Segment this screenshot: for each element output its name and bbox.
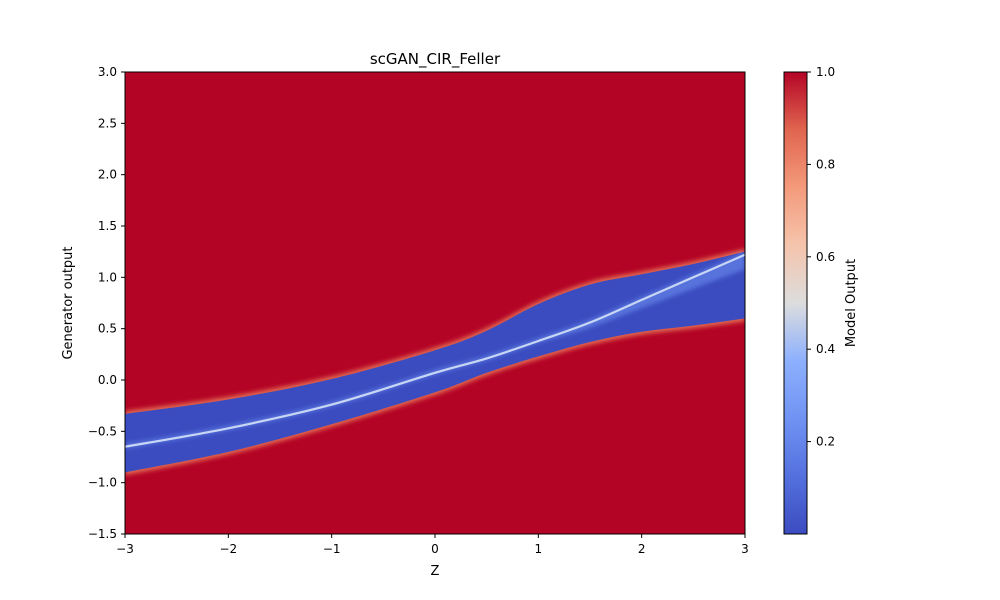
colorbar-tick-label: 0.6 <box>816 250 835 264</box>
x-tick-label: −3 <box>116 542 134 556</box>
y-tick-label: −1.0 <box>88 476 117 490</box>
colorbar-tick-label: 0.2 <box>816 435 835 449</box>
colorbar-tick-label: 0.4 <box>816 342 835 356</box>
y-tick-label: −0.5 <box>88 424 117 438</box>
x-tick-label: 3 <box>741 542 749 556</box>
y-tick-label: 1.0 <box>98 270 117 284</box>
chart-title: scGAN_CIR_Feller <box>370 50 501 69</box>
x-tick-label: −2 <box>219 542 237 556</box>
x-tick-label: 0 <box>431 542 439 556</box>
band-inner-line <box>125 253 745 448</box>
y-axis: −1.5 −1.0 −0.5 0.0 0.5 1.0 1.5 2.0 2.5 3.0 <box>88 65 125 541</box>
colorbar-ticks: 0.2 0.4 0.6 0.8 1.0 <box>807 65 835 449</box>
x-tick-label: −1 <box>323 542 341 556</box>
y-tick-label: 2.5 <box>98 116 117 130</box>
y-tick-label: 3.0 <box>98 65 117 79</box>
colorbar: 0.2 0.4 0.6 0.8 1.0 Model Output <box>783 65 859 535</box>
x-tick-label: 2 <box>638 542 646 556</box>
y-tick-label: −1.5 <box>88 527 117 541</box>
y-tick-label: 0.0 <box>98 373 117 387</box>
plot-area <box>125 72 745 534</box>
colorbar-label: Model Output <box>844 259 859 347</box>
y-tick-label: 2.0 <box>98 168 117 182</box>
y-tick-label: 1.5 <box>98 219 117 233</box>
colorbar-tick-label: 0.8 <box>816 157 835 171</box>
x-axis-label: Z <box>431 564 440 579</box>
y-axis-label: Generator output <box>61 246 76 359</box>
colorbar-tick-label: 1.0 <box>816 65 835 79</box>
y-tick-label: 0.5 <box>98 322 117 336</box>
colorbar-gradient <box>783 71 808 535</box>
x-axis: −3 −2 −1 0 1 2 3 <box>116 534 749 556</box>
x-tick-label: 1 <box>535 542 543 556</box>
